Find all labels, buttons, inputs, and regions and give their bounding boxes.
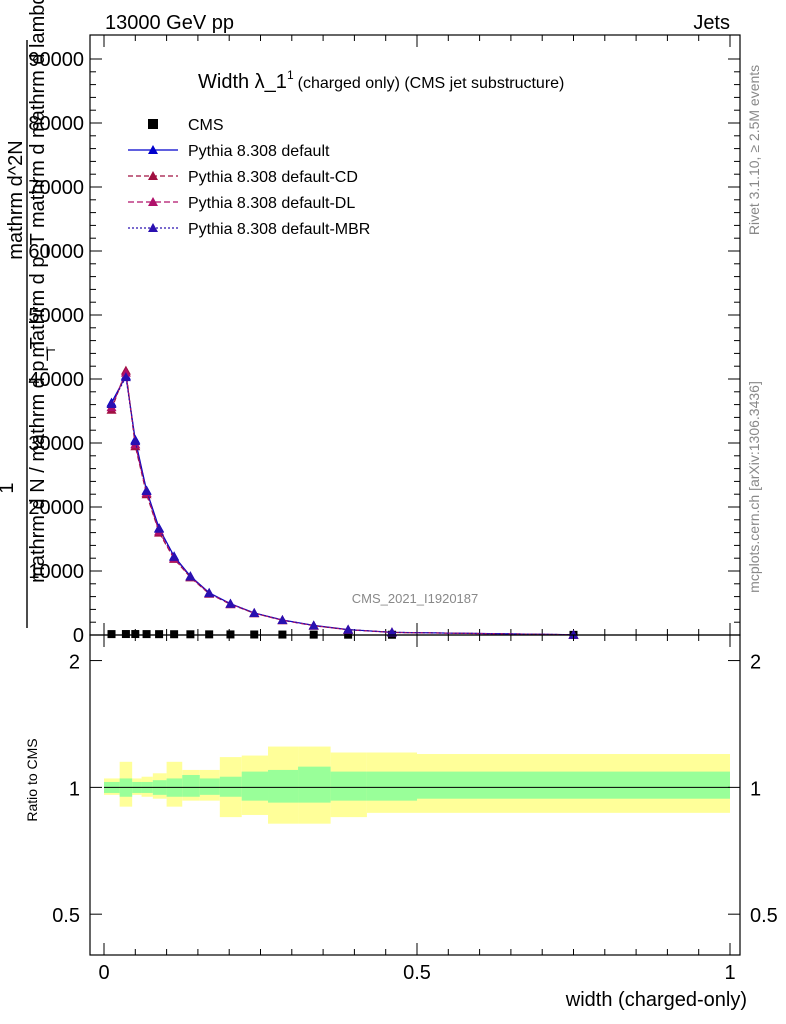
legend: CMS Pythia 8.308 default Pythia 8.308 defa… <box>128 117 370 238</box>
legend-label: CMS <box>188 117 224 134</box>
x-axis-label: width (charged-only) <box>565 989 747 1011</box>
legend-label: Pythia 8.308 default <box>188 143 330 160</box>
series-1 <box>106 370 579 639</box>
main-ytick-label: 20000 <box>28 497 84 519</box>
main-ytick-label: 90000 <box>28 49 84 71</box>
series-point <box>169 551 180 561</box>
legend-label: Pythia 8.308 default-CD <box>188 169 358 186</box>
legend-marker <box>148 223 158 232</box>
ratio-ytick-label: 2 <box>69 652 80 674</box>
legend-marker <box>148 145 158 154</box>
series-2 <box>106 365 579 639</box>
inner-band-bin <box>219 776 242 797</box>
cms-point <box>186 630 195 639</box>
series-point <box>185 571 196 581</box>
ratio-frame <box>89 634 741 956</box>
series-point <box>308 620 319 630</box>
rivet-label: Rivet 3.1.10, ≥ 2.5M events <box>746 65 762 235</box>
plot-title-sup: 1 <box>287 68 294 82</box>
series-line <box>110 373 574 636</box>
series-point <box>106 398 117 408</box>
header-energy-label: 13000 GeV pp <box>105 12 234 34</box>
legend-entry: Pythia 8.308 default-CD <box>128 169 358 186</box>
main-ytick-label: 80000 <box>28 113 84 135</box>
inner-band-bin <box>417 771 730 799</box>
legend-entry: CMS <box>148 117 224 134</box>
series-point <box>343 624 354 634</box>
series-point <box>154 523 165 533</box>
main-ytick-label: 0 <box>73 625 84 647</box>
ratio-xtick-label: 1 <box>724 962 735 984</box>
inner-band-bin <box>268 769 299 803</box>
series-point <box>386 627 397 637</box>
legend-marker <box>148 171 158 180</box>
cms-point <box>142 630 151 639</box>
ratio-ylabel: Ratio to CMS <box>24 738 40 821</box>
plot-title-sub: (charged only) (CMS jet substructure) <box>298 75 565 92</box>
legend-entry: Pythia 8.308 default-DL <box>128 195 355 212</box>
cms-point <box>121 630 130 639</box>
header-jets-label: Jets <box>693 12 730 34</box>
ratio-ytick-label-right: 1 <box>750 778 761 800</box>
mcplots-label: mcplots.cern.ch [arXiv:1306.3436] <box>746 381 762 593</box>
cms-point <box>170 630 179 639</box>
main-ylabel: 1 mathrm d^2N mathrm d N / mathrm d p_T … <box>0 0 58 628</box>
inner-band-bin <box>330 771 367 801</box>
plot-title: Width λ_11 (charged only) (CMS jet substr… <box>198 68 564 93</box>
inner-band-bin <box>366 771 417 801</box>
series-point <box>204 588 215 598</box>
cms-point <box>155 630 164 639</box>
legend-label: Pythia 8.308 default-MBR <box>188 221 370 238</box>
legend-marker <box>148 197 158 206</box>
inner-band-bin <box>298 766 331 803</box>
ratio-ytick-label-right: 2 <box>750 652 761 674</box>
ratio-xtick-label: 0 <box>98 962 109 984</box>
cms-point <box>205 630 214 639</box>
series-4 <box>106 372 579 639</box>
plot-title-main: Width λ_1 <box>198 71 287 93</box>
series-point <box>141 486 152 495</box>
main-ytick-label: 50000 <box>28 305 84 327</box>
ylabel-denominator-right: mathrm d p_T mathrm d mathrm d lambda <box>27 0 49 358</box>
legend-label: Pythia 8.308 default-DL <box>188 195 355 212</box>
ratio-ytick-label: 0.5 <box>52 905 80 927</box>
inner-band-bin <box>182 774 200 797</box>
ylabel-numerator-one: 1 <box>0 482 18 493</box>
series-point <box>277 615 288 625</box>
cms-point <box>131 630 140 639</box>
ylabel-denominator: mathrm d N / mathrm d p_T <box>27 337 49 583</box>
legend-marker <box>148 119 158 129</box>
ratio-ytick-label: 1 <box>69 778 80 800</box>
series-line <box>110 375 574 636</box>
series-point <box>120 372 131 382</box>
main-panel: 0 10000 20000 30000 40000 50000 60000 70000 8000… <box>28 34 741 647</box>
series-point <box>568 629 579 639</box>
main-ytick-label: 30000 <box>28 433 84 455</box>
series-3 <box>106 367 579 639</box>
analysis-watermark: CMS_2021_I1920187 <box>352 591 479 606</box>
cms-point <box>107 630 116 639</box>
ratio-panel: 0.5 0.5 1 1 2 2 0 0.5 1 <box>52 634 778 984</box>
ratio-xtick-label: 0.5 <box>403 962 431 984</box>
ratio-bands <box>104 746 730 824</box>
main-ytick-label: 40000 <box>28 369 84 391</box>
legend-entry: Pythia 8.308 default <box>128 143 330 160</box>
series-line <box>110 370 574 636</box>
main-ytick-label: 70000 <box>28 177 84 199</box>
ylabel-numerator-right: mathrm d^2N <box>5 140 27 259</box>
ylabel-t-subscript: T <box>44 346 58 354</box>
inner-band-bin <box>199 778 220 795</box>
main-ytick-label: 10000 <box>28 561 84 583</box>
series-point <box>130 436 141 446</box>
series-point <box>225 598 236 608</box>
series-point <box>249 607 260 617</box>
legend-entry: Pythia 8.308 default-MBR <box>128 221 370 238</box>
inner-band-bin <box>241 771 269 801</box>
series-line <box>110 370 574 636</box>
main-ytick-label: 60000 <box>28 241 84 263</box>
ratio-ytick-label-right: 0.5 <box>750 905 778 927</box>
